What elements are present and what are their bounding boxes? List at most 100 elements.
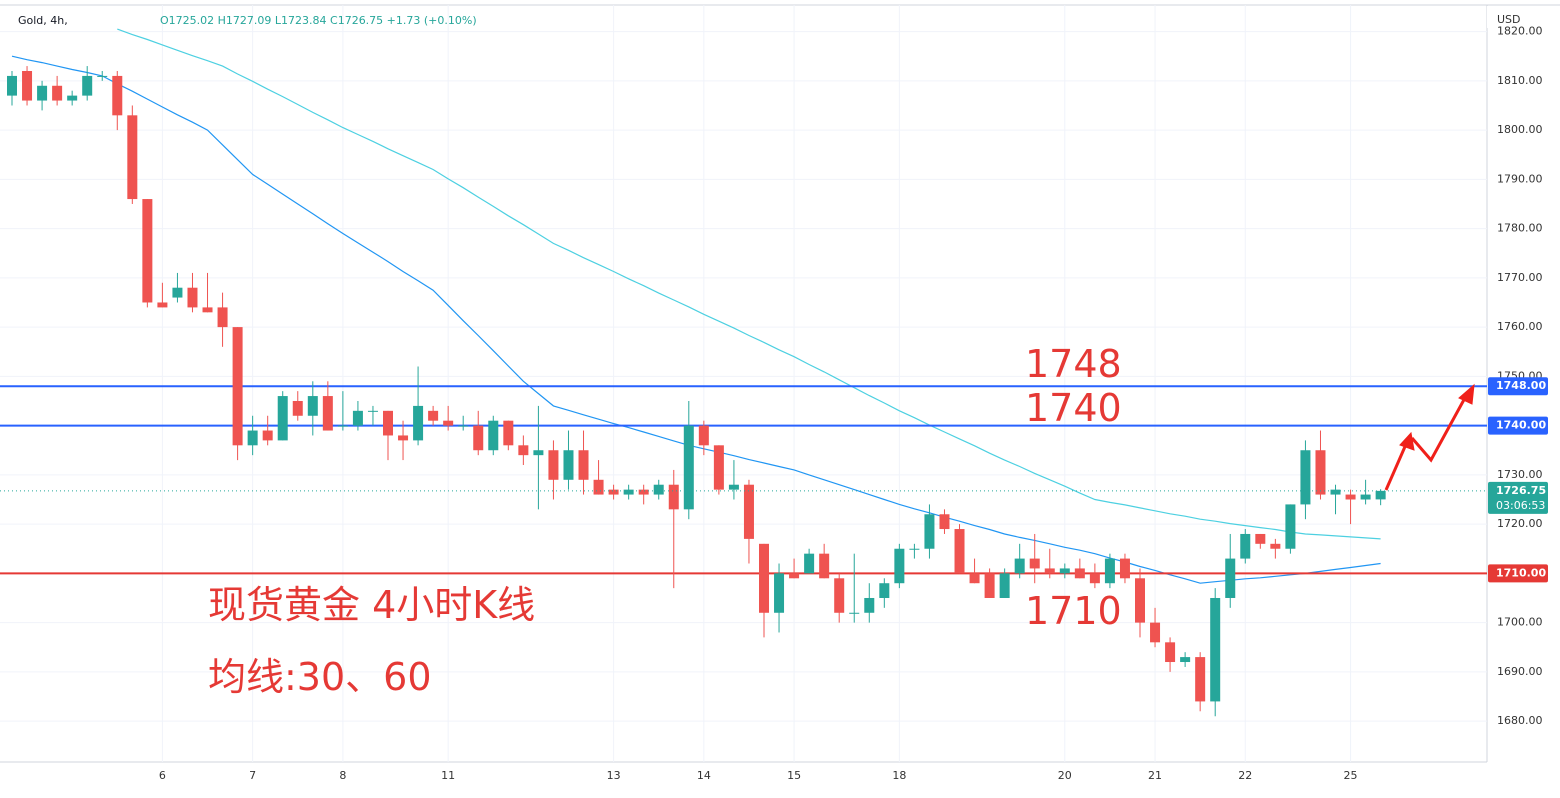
candle-body (1180, 657, 1191, 663)
candle-body (22, 70, 33, 101)
arrow (1384, 441, 1409, 491)
y-tick-label: 1730.00 (1497, 468, 1543, 481)
x-tick-label: 20 (1058, 769, 1072, 782)
candle-body (277, 396, 288, 441)
candle-body (1150, 622, 1161, 643)
candle-body (443, 420, 454, 426)
candle-body (217, 307, 228, 328)
candle-body (864, 597, 875, 613)
candle-body (7, 75, 17, 96)
candle-body (127, 115, 138, 200)
candle-body (1330, 489, 1341, 495)
arrow-head (1458, 383, 1475, 405)
level-label: 1748.00 (1496, 379, 1546, 392)
candle-body (1104, 558, 1115, 584)
candle-body (924, 514, 935, 549)
candle-body (683, 425, 694, 510)
candle-body (1029, 558, 1040, 569)
candle-body (593, 479, 604, 495)
candle-body (172, 287, 183, 298)
level-label: 1710.00 (1496, 566, 1546, 579)
candle-body (142, 199, 153, 303)
candle-body (82, 75, 93, 96)
y-tick-label: 1780.00 (1497, 222, 1543, 235)
y-tick-label: 1720.00 (1497, 517, 1543, 530)
moving-average (117, 28, 1381, 540)
candle-body (1210, 597, 1221, 702)
candle-body (804, 553, 815, 574)
annotation: 现货黄金 4小时K线 (208, 583, 535, 627)
level-label-bg (1488, 377, 1548, 396)
candle-body (67, 95, 78, 101)
candle-body (728, 484, 739, 490)
arrow (1410, 395, 1468, 463)
candle-body (1300, 450, 1311, 505)
candle-body (1119, 558, 1130, 579)
candle-body (458, 425, 469, 427)
candle-body (533, 450, 544, 456)
x-tick-label: 13 (607, 769, 621, 782)
axis-cover (1487, 6, 1560, 28)
level-label: 1740.00 (1496, 419, 1546, 432)
y-tick-label: 1800.00 (1497, 123, 1543, 136)
candle-body (954, 529, 965, 574)
annotation: 1748 (1025, 342, 1122, 386)
candle-body (713, 445, 724, 490)
x-tick-label: 15 (787, 769, 801, 782)
candle-body (413, 405, 424, 441)
y-tick-label: 1760.00 (1497, 320, 1543, 333)
candle-body (503, 420, 514, 446)
x-tick-label: 21 (1148, 769, 1162, 782)
candle-body (969, 573, 980, 584)
last-price-label: 1726.75 (1496, 484, 1546, 497)
candle-body (1165, 642, 1176, 663)
y-tick-label: 1810.00 (1497, 74, 1543, 87)
annotation: 1710 (1025, 589, 1122, 633)
arrow-head (1399, 431, 1415, 451)
moving-average (11, 55, 1381, 584)
candle-body (623, 489, 634, 495)
candle-body (518, 445, 529, 456)
x-tick-label: 8 (339, 769, 346, 782)
candle-body (1044, 568, 1055, 574)
candle-body (578, 450, 589, 480)
candle-body (37, 85, 48, 101)
candle-body (1285, 504, 1296, 549)
candle-body (247, 430, 258, 446)
x-tick-label: 6 (159, 769, 166, 782)
candle-body (819, 553, 830, 579)
candle-body (262, 430, 273, 441)
candle-body (97, 75, 108, 77)
y-tick-label: 1680.00 (1497, 714, 1543, 727)
annotation: 1740 (1025, 386, 1122, 430)
candle-body (1059, 568, 1070, 574)
candle-body (232, 327, 243, 446)
x-tick-label: 14 (697, 769, 711, 782)
x-tick-label: 18 (892, 769, 906, 782)
candle-body (398, 435, 409, 441)
candle-body (383, 410, 393, 436)
candle-body (157, 302, 168, 308)
candle-body (322, 396, 333, 431)
candle-body (1270, 543, 1281, 549)
candle-body (488, 420, 499, 451)
forecast-arrows (1384, 383, 1475, 491)
symbol: Gold, 4h, (18, 14, 68, 27)
x-tick-label: 11 (441, 769, 455, 782)
candle-body (548, 450, 559, 480)
candle-body (1315, 450, 1326, 495)
annotation: 均线:30、60 (208, 655, 432, 699)
x-tick-label: 25 (1344, 769, 1358, 782)
candle-body (759, 543, 769, 613)
candle-body (187, 287, 198, 308)
candle-body (909, 548, 920, 550)
candle-body (1135, 578, 1145, 623)
countdown: 03:06:53 (1496, 499, 1545, 512)
y-tick-label: 1770.00 (1497, 271, 1543, 284)
candle-body (1360, 494, 1371, 500)
y-tick-label: 1690.00 (1497, 665, 1543, 678)
candle-body (473, 425, 484, 451)
candle-body (112, 75, 123, 116)
last-price-bg (1488, 481, 1548, 514)
